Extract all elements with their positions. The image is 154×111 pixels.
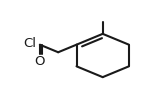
Text: O: O bbox=[35, 55, 45, 68]
Text: Cl: Cl bbox=[23, 37, 36, 50]
